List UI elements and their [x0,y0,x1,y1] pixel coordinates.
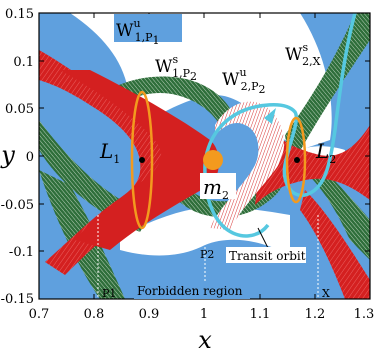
y-axis-label: y [0,141,15,169]
l2-point [294,157,300,163]
x-tick-label: 0.9 [139,307,160,322]
svg-text:Ws1,P2: Ws 1,P2 [155,53,197,83]
y-tick-label: -0.15 [1,292,34,307]
svg-text:L2: L2 [315,139,336,166]
x-tick-label: 0.7 [29,307,50,322]
label-l2: L2 [315,139,336,166]
m2-body [203,150,223,170]
label-p1: P1 [102,287,116,300]
y-tick-label: -0.05 [1,198,34,213]
transit-orbit [203,13,357,238]
y-tick-label: 0.15 [5,7,34,22]
l1-point [139,157,145,163]
x-axis-label: x [198,326,212,354]
red-tube-light [210,101,285,230]
svg-text:L1: L1 [99,139,120,166]
label-m2: m2 [200,173,236,202]
red-tube-left-core [60,70,219,250]
svg-text:m2: m2 [203,175,229,202]
label-forbidden-region: Forbidden region [134,282,250,299]
x-tick-label: 1.1 [250,307,271,322]
label-transit-orbit: Transit orbit [226,227,306,263]
lyapunov-orbit-l2 [285,116,307,204]
green-tube-upper [100,76,232,122]
label-w1p2: Ws 1,P2 [155,53,197,83]
label-w1p1: Wu 1,P1 [114,14,182,47]
svg-text:Forbidden region: Forbidden region [137,284,243,298]
svg-text:Transit orbit: Transit orbit [229,249,306,263]
x-tick-label: 0.8 [84,307,105,322]
label-p2: P2 [200,248,214,261]
y-tick-label: 0.1 [13,55,34,70]
svg-text:Ws2,X: Ws 2,X [285,41,321,68]
svg-text:Wu2,P2: Wu 2,P2 [222,66,265,96]
y-tick-label: -0.1 [9,245,34,260]
lyapunov-orbit-l1 [130,90,154,230]
y-ticks [39,12,370,252]
y-tick-label: 0 [26,150,34,165]
green-tube-right [285,13,370,170]
x-tick-label: 1.3 [354,307,375,322]
y-tick-label: 0.05 [5,102,34,117]
x-tick-label: 1 [200,307,208,322]
svg-text:Wu1,P1: Wu 1,P1 [116,17,159,47]
x-tick-label: 1.2 [305,307,326,322]
label-w2p2: Wu 2,P2 [222,66,265,96]
transit-orbit-arrow [264,108,276,124]
red-tube-right-lower [300,190,370,299]
label-x: X [322,287,330,300]
label-l1: L1 [99,139,120,166]
label-w2x: Ws 2,X [285,41,321,68]
green-tube-right-lower [285,148,370,260]
